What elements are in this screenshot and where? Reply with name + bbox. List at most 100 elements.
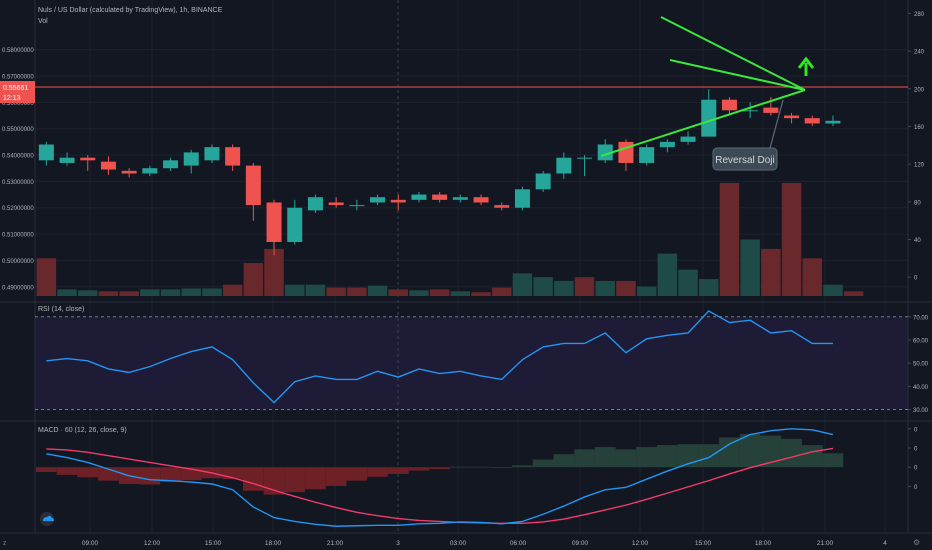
rsi-axis: 70.00 60.00 50.00 40.00 30.00	[908, 315, 929, 414]
time-tick-label: 09:00	[82, 540, 99, 547]
macd-histogram-bar	[450, 466, 471, 468]
volume-bar	[802, 258, 822, 296]
macd-histogram-bar	[574, 449, 595, 468]
volume-bar	[616, 280, 636, 296]
candle-body	[328, 202, 344, 206]
price-tick-label: 0.58000000	[2, 48, 34, 54]
candle-body	[742, 110, 758, 112]
candle-body	[163, 160, 179, 169]
volume-bar	[719, 182, 740, 296]
candle-body	[266, 202, 282, 242]
chart-title: Nuls / US Dollar (calculated by TradingV…	[38, 7, 223, 14]
volume-tick-label: 80	[914, 200, 921, 206]
volume-label: Vol	[38, 18, 48, 25]
macd-histogram-bar	[822, 453, 844, 468]
time-tick-label: 12:00	[632, 540, 649, 547]
candle-body	[680, 136, 696, 142]
time-tick-label: 15:00	[205, 540, 222, 547]
volume-bar	[471, 292, 491, 296]
rsi-line	[46, 310, 833, 404]
macd-histogram-bar	[36, 467, 57, 472]
candle-body	[287, 207, 303, 242]
macd-histogram-bar	[698, 444, 720, 468]
candle-body	[784, 115, 800, 119]
macd-histogram-bar	[243, 467, 264, 491]
current-price-label: 0.55661 12:13	[0, 81, 35, 103]
candle-body	[370, 197, 386, 203]
candle-body	[556, 157, 572, 174]
rsi-label: RSI (14, close)	[38, 306, 84, 313]
macd-histogram-bar	[801, 445, 823, 468]
volume-bar	[285, 284, 305, 296]
volume-bar	[740, 239, 760, 296]
macd-histogram-bar	[139, 467, 161, 485]
volume-tick-label: 160	[914, 125, 925, 131]
macd-histogram-bar	[429, 467, 450, 470]
candle-body	[38, 144, 54, 161]
triangle-middle-line	[669, 59, 806, 91]
price-tick-label: 0.51000000	[2, 233, 34, 239]
volume-bar	[636, 286, 657, 296]
zoom-icon[interactable]: z	[3, 540, 7, 547]
volume-bar	[388, 289, 408, 296]
volume-bar	[326, 287, 346, 296]
macd-histogram-bar	[470, 466, 492, 468]
candle-body	[804, 118, 820, 124]
macd-tick-label: 0	[914, 427, 918, 433]
current-price-value: 0.55661	[3, 85, 28, 92]
macd-histogram-bar	[305, 467, 326, 490]
candle-body	[659, 141, 675, 148]
candle-body	[245, 165, 261, 206]
volume-tick-label: 240	[914, 50, 925, 56]
candle-body	[825, 120, 841, 124]
volume-bar	[699, 279, 719, 296]
volume-tick-label: 120	[914, 163, 925, 169]
macd-histogram-bar	[284, 467, 306, 493]
settings-icon[interactable]: ⚙	[913, 538, 920, 547]
volume-bar	[595, 280, 615, 296]
volume-bar	[843, 291, 864, 296]
volume-bar	[57, 289, 77, 296]
price-tick-label: 0.55000000	[2, 127, 34, 133]
macd-histogram-bar	[760, 435, 782, 468]
macd-tick-label: 0	[914, 447, 918, 453]
macd-tick-label: 0	[914, 485, 918, 491]
time-tick-label: 15:00	[695, 540, 712, 547]
time-tick-label: 4	[883, 540, 887, 547]
cloud-icon[interactable]	[40, 512, 54, 526]
macd-histogram-bar	[346, 467, 368, 481]
volume-bar	[119, 291, 139, 296]
triangle-lower-line	[600, 89, 806, 157]
candle-body	[390, 199, 406, 203]
price-tick-label: 0.54000000	[2, 154, 34, 160]
macd-histogram-bar	[77, 467, 99, 478]
volume-axis: 280 240 200 160 120 80 40 0	[908, 12, 925, 282]
candle-body	[721, 99, 737, 111]
candle-body	[452, 197, 468, 200]
volume-bar	[202, 288, 222, 296]
volume-bar	[657, 253, 678, 296]
volume-bar	[98, 291, 119, 296]
time-tick-label: 18:00	[265, 540, 282, 547]
macd-histogram-bar	[532, 459, 554, 468]
time-tick-label: 06:00	[510, 540, 527, 547]
time-axis: 09:00 12:00 15:00 18:00 21:00 3 03:00 06:00 09:0…	[82, 540, 887, 547]
rsi-tick-label: 50.00	[913, 362, 929, 368]
price-tick-label: 0.53000000	[2, 180, 34, 186]
macd-histogram-bar	[367, 467, 388, 477]
candle-body	[349, 205, 365, 207]
rsi-tick-label: 30.00	[913, 408, 929, 414]
volume-bar	[450, 291, 471, 296]
rsi-tick-label: 60.00	[913, 338, 929, 344]
volume-bar	[574, 277, 595, 296]
candle-body	[183, 152, 199, 166]
macd-histogram-bar	[512, 465, 533, 468]
time-tick-label: 21:00	[327, 540, 344, 547]
candle-body	[514, 189, 530, 208]
macd-histogram-bar	[719, 437, 740, 468]
macd-histogram-bar	[594, 447, 616, 468]
reversal-doji-callout[interactable]: Reversal Doji	[712, 99, 784, 171]
macd-histogram-bar	[263, 467, 285, 495]
volume-bar	[181, 288, 201, 296]
